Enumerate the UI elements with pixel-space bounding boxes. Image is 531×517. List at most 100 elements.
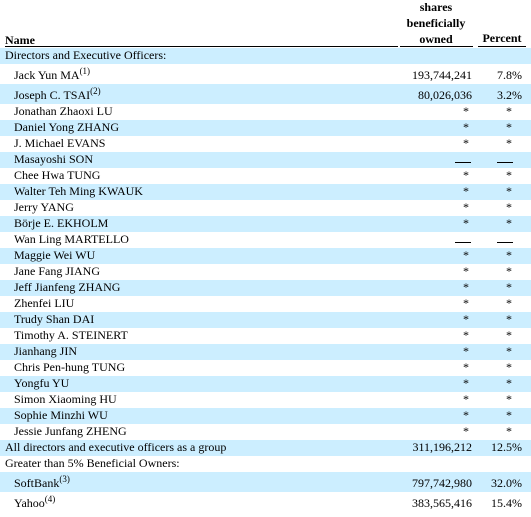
table-row: Yongfu YU * * — [0, 376, 531, 392]
column-header-shares-line3: owned — [419, 32, 453, 46]
row-name: Jianhang JIN — [14, 344, 77, 359]
column-header-shares-line1: shares — [419, 0, 453, 14]
shares-value: 80,026,036 — [418, 88, 472, 102]
shares-value: 193,744,241 — [412, 68, 472, 82]
shares-value: 311,196,212 — [412, 440, 472, 454]
row-name-text: Jerry YANG — [14, 200, 74, 214]
percent-asterisk: * — [506, 200, 512, 214]
footnote-marker: (4) — [44, 494, 56, 504]
percent-asterisk: * — [506, 424, 512, 438]
row-name: Jonathan Zhaoxi LU — [14, 104, 113, 119]
row-name-text: Sophie Minzhi WU — [14, 408, 108, 422]
table-row: Trudy Shan DAI * * — [0, 312, 531, 328]
row-name: Directors and Executive Officers: — [5, 48, 166, 63]
shares-asterisk: * — [463, 376, 469, 390]
row-name-text: Maggie Wei WU — [14, 248, 96, 262]
section-row: All directors and executive officers as … — [0, 440, 531, 456]
header-underline-percent — [478, 46, 526, 47]
shares-asterisk: * — [463, 424, 469, 438]
row-name-text: Chris Pen-hung TUNG — [14, 360, 126, 374]
percent-value: 3.2% — [497, 88, 522, 102]
shares-asterisk: * — [463, 312, 469, 326]
table-row: Walter Teh Ming KWAUK * * — [0, 184, 531, 200]
table-row: SoftBank(3) 797,742,980 32.0% — [0, 472, 531, 492]
table-row: Simon Xiaoming HU * * — [0, 392, 531, 408]
row-name-text: Masayoshi SON — [14, 152, 94, 166]
table-row: Daniel Yong ZHANG * * — [0, 120, 531, 136]
shares-asterisk: * — [463, 328, 469, 342]
row-name-text: Börje E. EKHOLM — [14, 216, 109, 230]
column-header-shares-line2: beneficially — [406, 16, 466, 30]
percent-dash — [497, 242, 513, 243]
shares-asterisk: * — [463, 136, 469, 150]
percent-asterisk: * — [506, 120, 512, 134]
row-name-text: Jianhang JIN — [14, 344, 77, 358]
row-name-text: All directors and executive officers as … — [5, 440, 227, 454]
percent-asterisk: * — [506, 136, 512, 150]
table-row: Jerry YANG * * — [0, 200, 531, 216]
row-name-text: Daniel Yong ZHANG — [14, 120, 119, 134]
row-name-text: Yongfu YU — [14, 376, 70, 390]
shares-asterisk: * — [463, 392, 469, 406]
row-name-text: Simon Xiaoming HU — [14, 392, 117, 406]
row-name: Greater than 5% Beneficial Owners: — [5, 456, 180, 471]
percent-asterisk: * — [506, 392, 512, 406]
shares-asterisk: * — [463, 120, 469, 134]
shares-asterisk: * — [463, 264, 469, 278]
percent-asterisk: * — [506, 408, 512, 422]
header-underline-name — [5, 46, 398, 47]
row-name-text: Jeff Jianfeng ZHANG — [14, 280, 121, 294]
row-name: Zhenfei LIU — [14, 296, 74, 311]
row-name: Sophie Minzhi WU — [14, 408, 108, 423]
percent-asterisk: * — [506, 216, 512, 230]
row-name-text: Jane Fang JIANG — [14, 264, 100, 278]
row-name: Yahoo(4) — [14, 494, 56, 511]
percent-asterisk: * — [506, 104, 512, 118]
percent-asterisk: * — [506, 168, 512, 182]
row-name: Chee Hwa TUNG — [14, 168, 100, 183]
shares-value: 383,565,416 — [412, 496, 472, 510]
row-name: Jessie Junfang ZHENG — [14, 424, 127, 439]
shares-asterisk: * — [463, 344, 469, 358]
footnote-marker: (1) — [79, 66, 91, 76]
table-row: Jack Yun MA(1) 193,744,241 7.8% — [0, 64, 531, 84]
column-header-shares: shares beneficially owned — [397, 0, 475, 47]
row-name-text: Jack Yun MA — [14, 68, 80, 82]
row-name: Wan Ling MARTELLO — [14, 232, 129, 247]
section-row: Greater than 5% Beneficial Owners: — [0, 456, 531, 472]
shares-dash — [455, 162, 471, 163]
row-name-text: Jessie Junfang ZHENG — [14, 424, 127, 438]
percent-asterisk: * — [506, 264, 512, 278]
table-row: Börje E. EKHOLM * * — [0, 216, 531, 232]
row-name-text: Yahoo — [14, 496, 45, 510]
row-name: All directors and executive officers as … — [5, 440, 226, 455]
row-name: Jane Fang JIANG — [14, 264, 100, 279]
percent-asterisk: * — [506, 376, 512, 390]
footnote-marker: (3) — [59, 474, 70, 484]
row-name: Jeff Jianfeng ZHANG — [14, 280, 120, 295]
row-name: J. Michael EVANS — [14, 136, 105, 151]
percent-value: 15.4% — [491, 496, 522, 510]
shares-asterisk: * — [463, 104, 469, 118]
percent-asterisk: * — [506, 248, 512, 262]
shares-asterisk: * — [463, 248, 469, 262]
row-name-text: Chee Hwa TUNG — [14, 168, 101, 182]
table-row: Jane Fang JIANG * * — [0, 264, 531, 280]
row-name-text: Greater than 5% Beneficial Owners: — [5, 456, 180, 470]
row-name: Joseph C. TSAI(2) — [14, 87, 101, 103]
table-row: Jessie Junfang ZHENG * * — [0, 424, 531, 440]
row-name: Masayoshi SON — [14, 152, 93, 167]
row-name-text: Wan Ling MARTELLO — [14, 232, 129, 246]
percent-dash — [497, 162, 513, 163]
shares-asterisk: * — [463, 184, 469, 198]
percent-asterisk: * — [506, 344, 512, 358]
row-name-text: Zhenfei LIU — [14, 296, 75, 310]
shares-asterisk: * — [463, 200, 469, 214]
shares-asterisk: * — [463, 360, 469, 374]
column-header-name: Name — [5, 33, 35, 47]
table-row: Timothy A. STEINERT * * — [0, 328, 531, 344]
table-body: Directors and Executive Officers: Jack Yu… — [0, 48, 531, 512]
row-name: Timothy A. STEINERT — [14, 328, 128, 343]
row-name: Yongfu YU — [14, 376, 69, 391]
row-name-text: Timothy A. STEINERT — [14, 328, 128, 342]
